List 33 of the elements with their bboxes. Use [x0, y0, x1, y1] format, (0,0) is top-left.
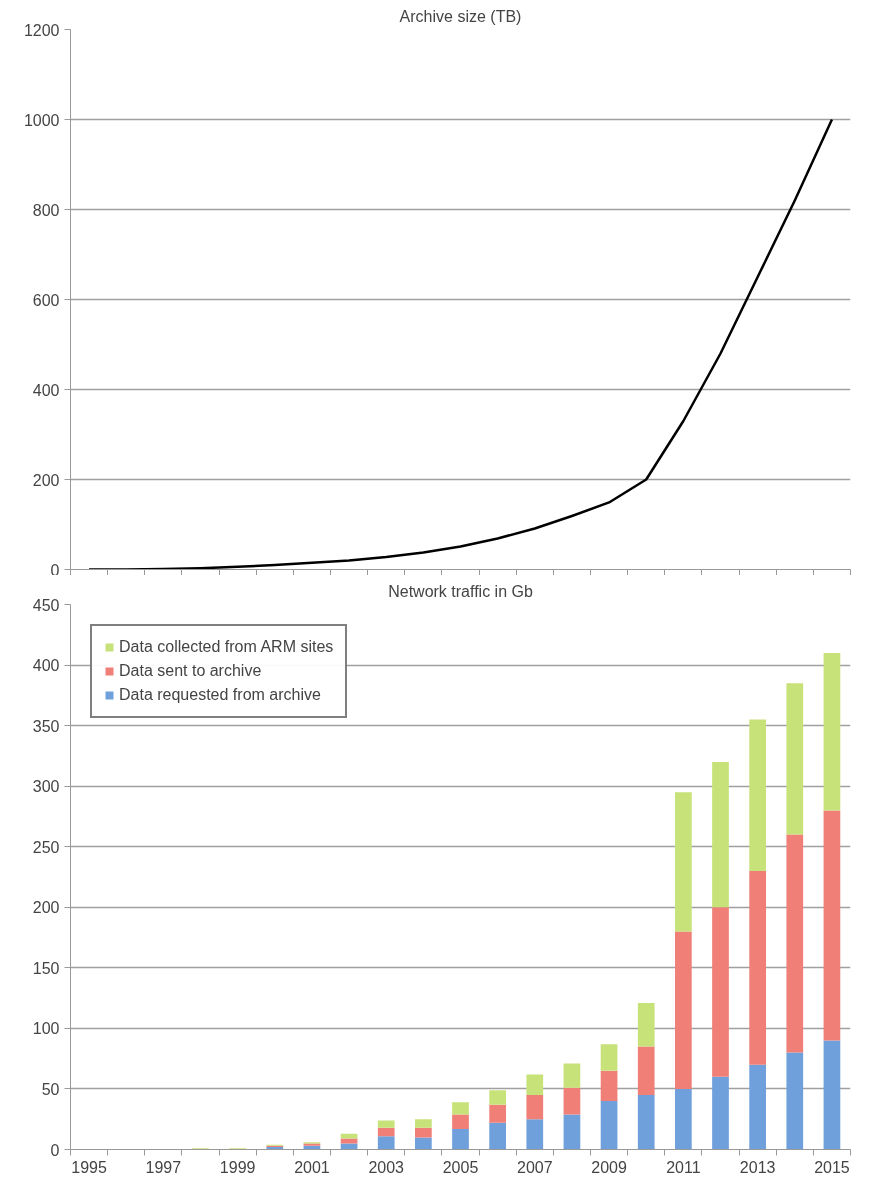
- y-tick-label: 450: [32, 596, 60, 614]
- y-tick-label: 250: [32, 838, 60, 856]
- y-tick-label: 0: [50, 1141, 60, 1159]
- x-tick-label: 2009: [591, 1158, 627, 1176]
- legend-label: Data sent to archive: [119, 662, 262, 680]
- chart-title: Network traffic in Gb: [388, 582, 533, 600]
- y-tick-label: 600: [32, 291, 60, 309]
- x-tick-label: 2013: [739, 1158, 776, 1176]
- y-tick-label: 200: [32, 899, 60, 917]
- y-tick-label: 100: [32, 1020, 60, 1038]
- y-tick-label: 50: [41, 1080, 60, 1098]
- x-tick-label: 2011: [666, 1158, 701, 1176]
- x-tick-label: 2005: [442, 1158, 479, 1176]
- chart-title: Archive size (TB): [399, 7, 522, 25]
- x-tick-label: 2007: [516, 1158, 553, 1176]
- y-tick-label: 1200: [23, 21, 60, 39]
- y-tick-label: 350: [32, 717, 60, 735]
- y-tick-label: 150: [32, 959, 60, 977]
- x-tick-label: 2015: [814, 1158, 850, 1176]
- y-tick-label: 1000: [23, 111, 60, 129]
- y-tick-label: 800: [32, 201, 60, 219]
- x-tick-label: 1997: [145, 1158, 182, 1176]
- y-tick-label: 0: [50, 561, 60, 579]
- x-tick-label: 2003: [368, 1158, 405, 1176]
- legend-label: Data collected from ARM sites: [119, 638, 334, 656]
- legend-label: Data requested from archive: [119, 686, 321, 704]
- y-tick-label: 300: [32, 778, 60, 796]
- y-tick-label: 400: [32, 381, 60, 399]
- x-tick-label: 2001: [294, 1158, 330, 1176]
- y-tick-label: 200: [32, 471, 60, 489]
- x-tick-label: 1999: [219, 1158, 256, 1176]
- y-tick-label: 400: [32, 657, 60, 675]
- x-tick-label: 1995: [71, 1158, 107, 1176]
